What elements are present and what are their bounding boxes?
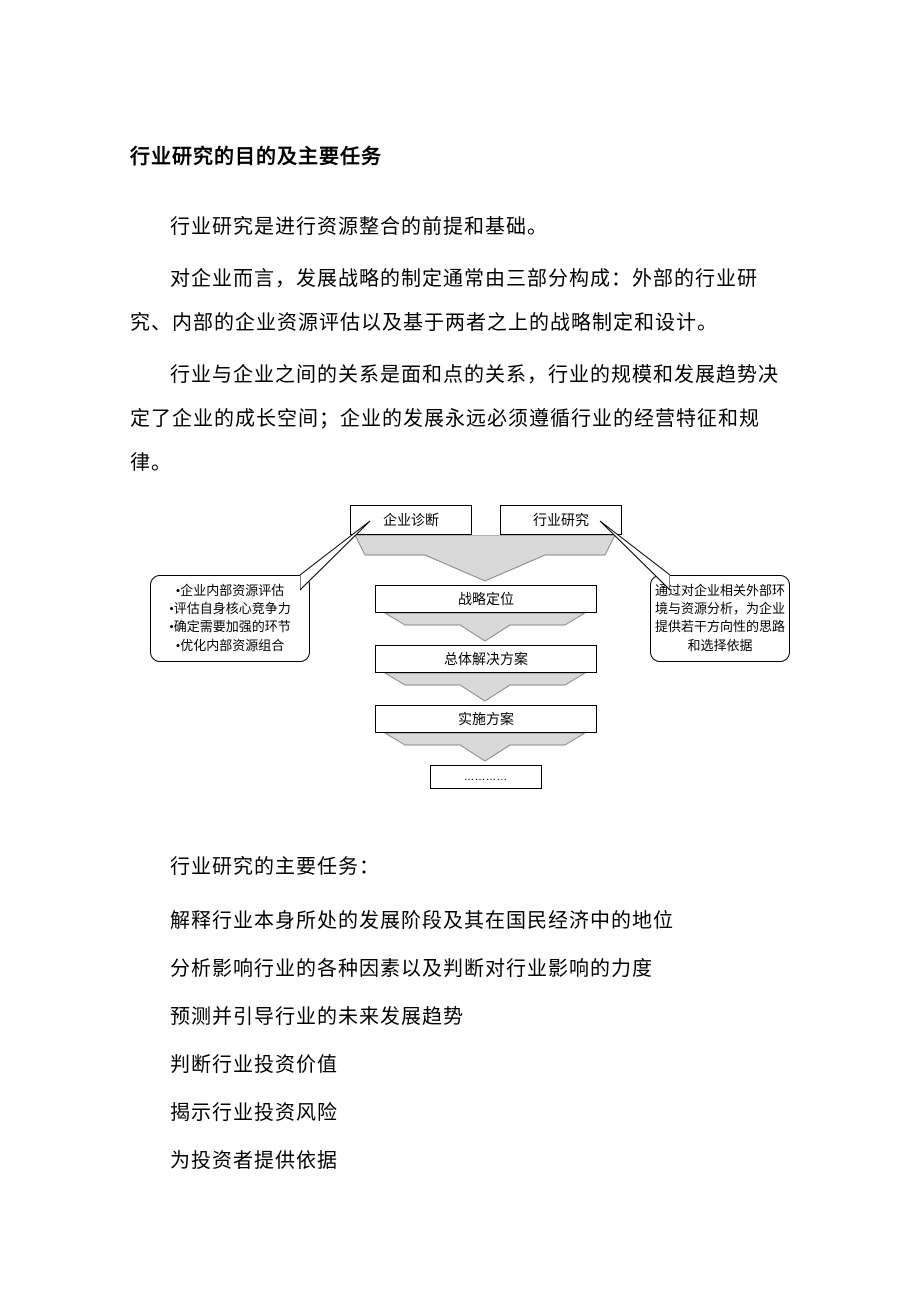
callout-left-internal: •企业内部资源评估 •评估自身核心竞争力 •确定需要加强的环节 •优化内部资源组… bbox=[150, 575, 310, 662]
flow-box-label: 总体解决方案 bbox=[444, 649, 528, 669]
flow-box-label: 战略定位 bbox=[458, 589, 514, 609]
tasks-intro: 行业研究的主要任务： bbox=[130, 845, 790, 889]
connector-right bbox=[590, 515, 670, 595]
task-item-3: 预测并引导行业的未来发展趋势 bbox=[130, 993, 790, 1041]
paragraph-2: 对企业而言，发展战略的制定通常由三部分构成：外部的行业研究、内部的企业资源评估以… bbox=[130, 257, 790, 345]
flow-arrow-merge bbox=[345, 535, 625, 583]
flow-box-label: 企业诊断 bbox=[383, 510, 439, 530]
paragraph-1: 行业研究是进行资源整合的前提和基础。 bbox=[130, 205, 790, 249]
flow-box-strategic-positioning: 战略定位 bbox=[375, 585, 597, 613]
flow-box-overall-solution: 总体解决方案 bbox=[375, 645, 597, 673]
callout-right-external: 通过对企业相关外部环境与资源分析，为企业提供若干方向性的思路和选择依据 bbox=[650, 575, 790, 662]
task-item-2: 分析影响行业的各种因素以及判断对行业影响的力度 bbox=[130, 945, 790, 993]
section-heading: 行业研究的目的及主要任务 bbox=[130, 140, 790, 169]
flow-box-implementation: 实施方案 bbox=[375, 705, 597, 733]
flow-box-label: 实施方案 bbox=[458, 709, 514, 729]
task-item-6: 为投资者提供依据 bbox=[130, 1137, 790, 1185]
flow-arrow-2 bbox=[375, 673, 595, 703]
callout-line: •企业内部资源评估 bbox=[155, 582, 305, 600]
ellipsis-label: ………… bbox=[464, 772, 508, 783]
connector-left bbox=[300, 515, 380, 595]
paragraph-3: 行业与企业之间的关系是面和点的关系，行业的规模和发展趋势决定了企业的成长空间；企… bbox=[130, 353, 790, 485]
task-item-1: 解释行业本身所处的发展阶段及其在国民经济中的地位 bbox=[130, 897, 790, 945]
document-page: 行业研究的目的及主要任务 行业研究是进行资源整合的前提和基础。 对企业而言，发展… bbox=[0, 0, 920, 1245]
flow-box-label: 行业研究 bbox=[533, 510, 589, 530]
strategy-flowchart: 企业诊断 行业研究 战略定位 总体解决方案 bbox=[150, 505, 770, 825]
flow-arrow-1 bbox=[375, 613, 595, 643]
task-item-5: 揭示行业投资风险 bbox=[130, 1089, 790, 1137]
callout-line: •确定需要加强的环节 bbox=[155, 618, 305, 636]
callout-line: •优化内部资源组合 bbox=[155, 637, 305, 655]
flow-box-ellipsis: ………… bbox=[430, 765, 542, 789]
flow-arrow-3 bbox=[375, 733, 595, 763]
task-item-4: 判断行业投资价值 bbox=[130, 1041, 790, 1089]
callout-text: 通过对企业相关外部环境与资源分析，为企业提供若干方向性的思路和选择依据 bbox=[655, 583, 785, 653]
callout-line: •评估自身核心竞争力 bbox=[155, 600, 305, 618]
